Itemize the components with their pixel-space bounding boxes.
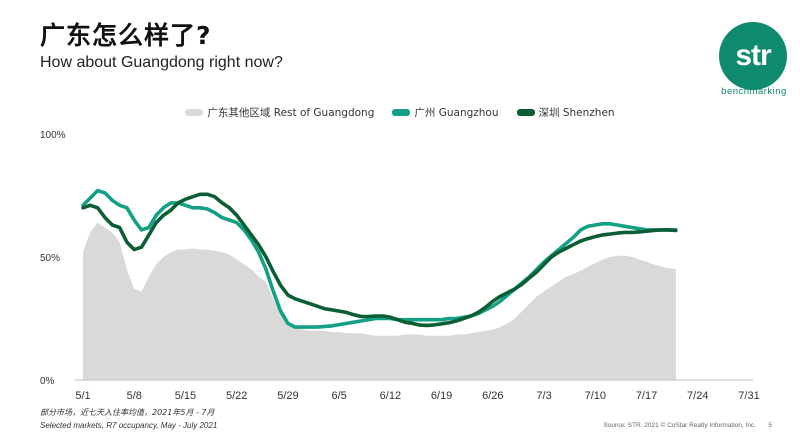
page-number: 5: [768, 422, 772, 429]
str-logo: str: [719, 22, 787, 90]
line-shenzhen: [81, 192, 678, 328]
legend-label-rest: 广东其他区域 Rest of Guangdong: [207, 107, 375, 119]
x-tick-label: 5/29: [277, 390, 298, 402]
logo-text: str: [735, 39, 771, 72]
line-guangzhou: [81, 188, 678, 329]
y-tick-label: 100%: [40, 130, 66, 141]
y-tick-label: 0%: [40, 376, 55, 387]
x-tick-label: 7/3: [536, 390, 551, 402]
legend-swatch-guangzhou: [392, 109, 411, 116]
x-tick-label: 5/22: [226, 390, 247, 402]
x-tick-label: 6/19: [431, 390, 452, 402]
x-tick-label: 6/5: [332, 390, 347, 402]
y-tick-label: 50%: [40, 253, 60, 264]
x-tick-label: 7/10: [585, 390, 606, 402]
legend-item-guangzhou: 广州 Guangzhou: [392, 105, 499, 120]
footnote-english: Selected markets, R7 occupancy, May - Ju…: [40, 421, 218, 430]
page-subtitle: How about Guangdong right now?: [40, 54, 283, 71]
chart-legend: 广东其他区域 Rest of Guangdong 广州 Guangzhou 深圳…: [0, 105, 800, 120]
source-note: Source: STR. 2021 © CoStar Realty Inform…: [603, 422, 756, 429]
footnote-chinese: 部分市场，近七天入住率均值，2021年5月 - 7月: [40, 408, 215, 417]
legend-swatch-rest: [185, 109, 204, 116]
logo-tagline: benchmarking: [721, 86, 787, 97]
x-tick-label: 5/15: [175, 390, 196, 402]
legend-label-guangzhou: 广州 Guangzhou: [414, 107, 499, 119]
legend-item-rest: 广东其他区域 Rest of Guangdong: [185, 105, 374, 120]
x-tick-label: 5/8: [127, 390, 142, 402]
x-tick-label: 5/1: [75, 390, 90, 402]
x-tick-label: 6/26: [482, 390, 503, 402]
legend-swatch-shenzhen: [516, 109, 535, 116]
legend-label-shenzhen: 深圳 Shenzhen: [538, 107, 615, 119]
x-tick-label: 7/31: [738, 390, 759, 402]
area-rest-of-guangdong: [83, 222, 676, 380]
legend-item-shenzhen: 深圳 Shenzhen: [516, 105, 615, 120]
x-tick-label: 6/12: [380, 390, 401, 402]
x-tick-label: 7/24: [687, 390, 708, 402]
x-tick-label: 7/17: [636, 390, 657, 402]
page-title: 广东怎么样了?: [40, 21, 212, 50]
